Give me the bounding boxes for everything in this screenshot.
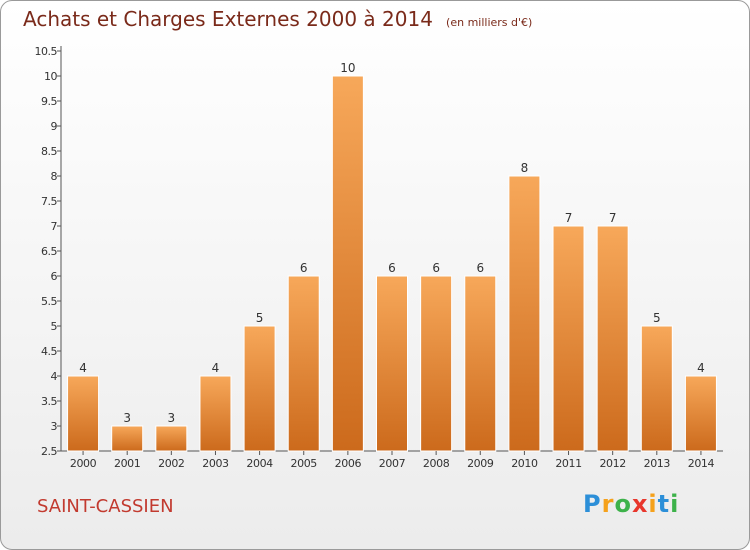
y-tick-label: 6 xyxy=(51,270,58,283)
bar xyxy=(420,275,453,452)
logo-letter: r xyxy=(601,490,615,518)
bar-value-label: 6 xyxy=(432,261,440,275)
y-tick-label: 9.5 xyxy=(41,95,57,108)
x-tick-label: 2006 xyxy=(335,457,362,470)
x-tick-label: 2003 xyxy=(202,457,229,470)
logo-letter: t xyxy=(657,490,671,518)
proxiti-logo: Proxiti xyxy=(583,490,679,518)
chart-unit: (en milliers d'€) xyxy=(446,16,533,29)
chart-title: Achats et Charges Externes 2000 à 2014 xyxy=(23,7,433,31)
logo-letter: i xyxy=(648,490,658,518)
bar-value-label: 10 xyxy=(340,61,355,75)
y-tick-label: 8 xyxy=(51,170,58,183)
y-tick-label: 7.5 xyxy=(41,195,57,208)
bar xyxy=(464,275,497,452)
x-tick-label: 2002 xyxy=(158,457,184,470)
x-tick-label: 2007 xyxy=(379,457,406,470)
bar-value-label: 6 xyxy=(300,261,308,275)
bar-value-label: 4 xyxy=(697,361,705,375)
bar xyxy=(640,325,673,452)
bar-value-label: 4 xyxy=(79,361,87,375)
x-tick-label: 2013 xyxy=(644,457,671,470)
y-tick-label: 10 xyxy=(44,70,57,83)
bar xyxy=(508,175,541,452)
y-tick-label: 4.5 xyxy=(41,345,57,358)
x-tick-label: 2008 xyxy=(423,457,450,470)
y-tick-label: 5.5 xyxy=(41,295,57,308)
bar xyxy=(67,375,100,452)
title-row: Achats et Charges Externes 2000 à 2014 (… xyxy=(23,7,532,31)
y-tick-label: 7 xyxy=(51,220,58,233)
bar-value-label: 5 xyxy=(256,311,264,325)
commune-name: SAINT-CASSIEN xyxy=(37,496,174,517)
bar-value-label: 7 xyxy=(565,211,573,225)
y-tick-label: 2.5 xyxy=(41,445,57,458)
x-tick-label: 2012 xyxy=(599,457,625,470)
y-tick-label: 9 xyxy=(51,120,58,133)
bar xyxy=(684,375,717,452)
x-tick-label: 2004 xyxy=(246,457,273,470)
bar-value-label: 4 xyxy=(212,361,220,375)
bar-value-label: 6 xyxy=(476,261,484,275)
bar xyxy=(111,425,144,452)
y-tick-label: 8.5 xyxy=(41,145,57,158)
logo-letter: i xyxy=(670,490,680,518)
bar-value-label: 3 xyxy=(168,411,176,425)
y-tick-label: 3 xyxy=(51,420,58,433)
bar xyxy=(331,75,364,452)
y-tick-label: 10.5 xyxy=(35,45,58,58)
bar xyxy=(287,275,320,452)
y-tick-label: 6.5 xyxy=(41,245,57,258)
bar-value-label: 3 xyxy=(123,411,131,425)
x-tick-label: 2001 xyxy=(114,457,140,470)
y-tick-label: 3.5 xyxy=(41,395,57,408)
bar xyxy=(155,425,188,452)
y-tick-label: 5 xyxy=(51,320,58,333)
logo-letter: o xyxy=(614,490,632,518)
logo-letter: P xyxy=(583,490,602,518)
bar xyxy=(376,275,408,452)
x-tick-label: 2011 xyxy=(555,457,581,470)
y-tick-label: 4 xyxy=(51,370,58,383)
bar xyxy=(199,375,232,452)
x-tick-label: 2000 xyxy=(70,457,97,470)
bar xyxy=(243,325,276,452)
bar-value-label: 7 xyxy=(609,211,617,225)
logo-letter: x xyxy=(631,490,649,518)
bar-value-label: 6 xyxy=(388,261,396,275)
bar-value-label: 5 xyxy=(653,311,661,325)
x-tick-label: 2010 xyxy=(511,457,538,470)
bar-value-label: 8 xyxy=(521,161,529,175)
x-tick-label: 2009 xyxy=(467,457,494,470)
x-tick-label: 2014 xyxy=(688,457,715,470)
bar xyxy=(552,225,585,452)
bar xyxy=(596,225,629,452)
x-tick-label: 2005 xyxy=(291,457,318,470)
